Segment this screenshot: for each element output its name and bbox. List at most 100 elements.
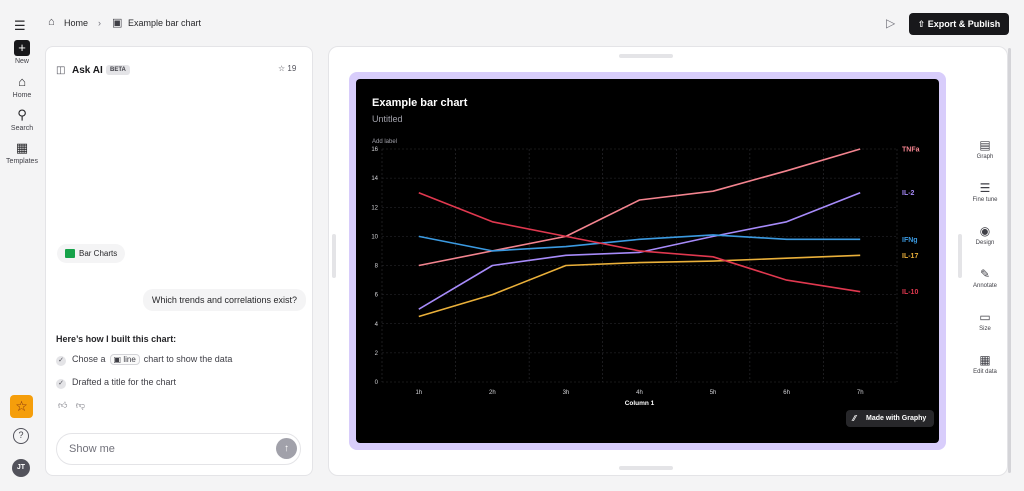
built-heading: Here’s how I built this chart: [56,334,177,344]
grid-icon: ▦ [15,140,29,155]
series-label: IL-10 [902,289,918,296]
y-tick-label: 8 [375,264,379,270]
breadcrumb-current[interactable]: Example bar chart [128,18,202,28]
line-chart[interactable]: Example bar chart Untitled Add label 0 2 4 6 8 1… [356,79,939,443]
step1-suffix: chart to show the data [143,354,233,364]
search-button[interactable]: ⚲ Search [0,107,44,132]
home-label: Home [12,92,32,99]
y-tick-label: 0 [375,380,379,386]
chart-title: Example bar chart [372,97,468,109]
check-icon: ✓ [56,356,66,366]
bar-charts-chip[interactable]: Bar Charts [57,244,126,263]
scrollbar[interactable] [1008,48,1011,473]
resize-handle-top[interactable] [619,54,673,58]
line-chart-pill: ▣ line [109,354,140,365]
series-line-il-17 [418,254,861,318]
design-tool[interactable]: ◉ Design [962,225,1008,246]
star-icon[interactable]: ☆ [10,395,33,418]
feedback: 👍︎ 👎︎ [58,400,85,411]
thumbs-down-icon[interactable]: 👎︎ [75,400,86,410]
graph-label: Graph [976,154,994,160]
x-tick-label: 4h [636,390,643,396]
y-tick-label: 12 [371,205,378,211]
x-tick-label: 1h [415,390,422,396]
annotate-tool[interactable]: ✎ Annotate [962,268,1008,289]
top-bar: ⌂ Home › ▣ Example bar chart ▷ ⇧ Export … [44,0,1024,46]
thumbs-up-icon[interactable]: 👍︎ [58,400,68,410]
upload-icon: ⇧ [917,19,926,29]
resize-handle-left[interactable] [332,234,336,278]
size-tool[interactable]: ▭ Size [962,311,1008,332]
fine-tune-tool[interactable]: ☰ Fine tune [962,182,1008,203]
graphy-logo-icon: ⁄⁄ [853,414,856,423]
step1-prefix: Chose a [72,354,106,364]
resize-handle-right[interactable] [958,234,962,278]
edit-data-label: Edit data [973,369,997,375]
templates-button[interactable]: ▦ Templates [0,140,44,165]
x-tick-label: 3h [563,390,570,396]
x-tick-label: 2h [489,390,496,396]
x-axis-label: Column 1 [625,400,655,407]
edit-data-tool[interactable]: ▦ Edit data [962,354,1008,375]
size-label: Size [979,326,991,332]
user-message: Which trends and correlations exist? [142,289,306,311]
export-label: Export & Publish [927,19,1001,29]
favorites-button[interactable]: ☆ 19 [278,64,296,73]
send-button[interactable]: ↑ [276,438,297,459]
play-icon[interactable]: ▷ [886,16,896,30]
table-icon: ▦ [979,353,991,367]
y-tick-label: 16 [371,147,378,153]
help-icon[interactable]: ? [13,428,29,444]
y-tick-label: 10 [371,234,378,240]
y-tick-label: 6 [375,293,379,299]
graph-icon: ▤ [979,138,991,152]
chart-card[interactable]: Example bar chart Untitled Add label 0 2 4 6 8 1… [356,79,939,443]
export-publish-button[interactable]: ⇧ Export & Publish [909,13,1009,35]
avatar[interactable]: JT [12,459,30,477]
chip-label: Bar Charts [79,249,118,258]
x-tick-label: 7h [857,390,864,396]
series-label: IL-2 [902,190,915,197]
chevron-right-icon: › [98,18,101,28]
beta-badge: BETA [106,65,130,75]
series-line-il-2 [418,191,861,310]
check-icon: ✓ [56,379,66,389]
series-label: IFNg [902,237,918,244]
step-item: ✓ Chose a ▣ line chart to show the data [56,354,232,366]
chart-frame[interactable]: Example bar chart Untitled Add label 0 2 4 6 8 1… [349,72,946,450]
fine-tune-label: Fine tune [972,197,998,203]
made-with-graphy-badge[interactable]: ⁄⁄ Made with Graphy [846,410,935,427]
design-label: Design [975,240,995,246]
y-axis-label: Add label [372,139,397,145]
home-icon[interactable]: ⌂ [48,16,55,28]
search-label: Search [10,125,34,132]
graph-tool[interactable]: ▤ Graph [962,139,1008,160]
palette-icon: ◉ [979,224,991,238]
step2-text: Drafted a title for the chart [72,377,177,387]
annotate-label: Annotate [972,283,998,289]
arrow-up-icon: ↑ [284,443,289,454]
y-tick-label: 4 [375,322,379,328]
series-line-il-10 [418,191,861,293]
breadcrumb-home[interactable]: Home [64,18,89,28]
ask-ai-panel: ◫ Ask AI BETA ☆ 19 Bar Charts Which tren… [45,46,313,476]
search-icon: ⚲ [17,107,27,122]
watermark-label: Made with Graphy [866,415,927,422]
y-tick-label: 14 [371,176,378,182]
chart-canvas: Example bar chart Untitled Add label 0 2 4 6 8 1… [328,46,1008,476]
resize-handle-bottom[interactable] [619,466,673,470]
chat-input[interactable] [56,433,301,465]
menu-icon[interactable]: ☰ [14,18,26,33]
series-label: TNFa [902,147,920,154]
star-outline-icon: ☆ [278,64,286,73]
favorites-count: 19 [287,64,297,73]
x-tick-label: 5h [710,390,717,396]
new-button[interactable]: + New [0,40,44,65]
spreadsheet-icon [65,249,75,258]
series-label: IL-17 [902,253,918,260]
ruler-icon: ▭ [979,310,991,324]
left-rail: ☰ + New ⌂ Home ⚲ Search ▦ Templates ☆ ? … [0,0,44,491]
y-tick-label: 2 [375,351,379,357]
home-button[interactable]: ⌂ Home [0,74,44,99]
templates-label: Templates [6,158,38,165]
